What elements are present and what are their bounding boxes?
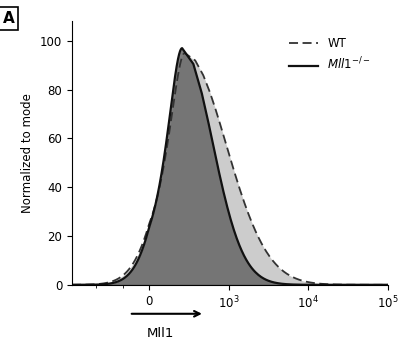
- Legend: WT, $Mll1^{-/-}$: WT, $Mll1^{-/-}$: [284, 32, 376, 78]
- Text: Mll1: Mll1: [147, 327, 174, 340]
- Text: A: A: [2, 11, 14, 26]
- Y-axis label: Normalized to mode: Normalized to mode: [22, 93, 34, 213]
